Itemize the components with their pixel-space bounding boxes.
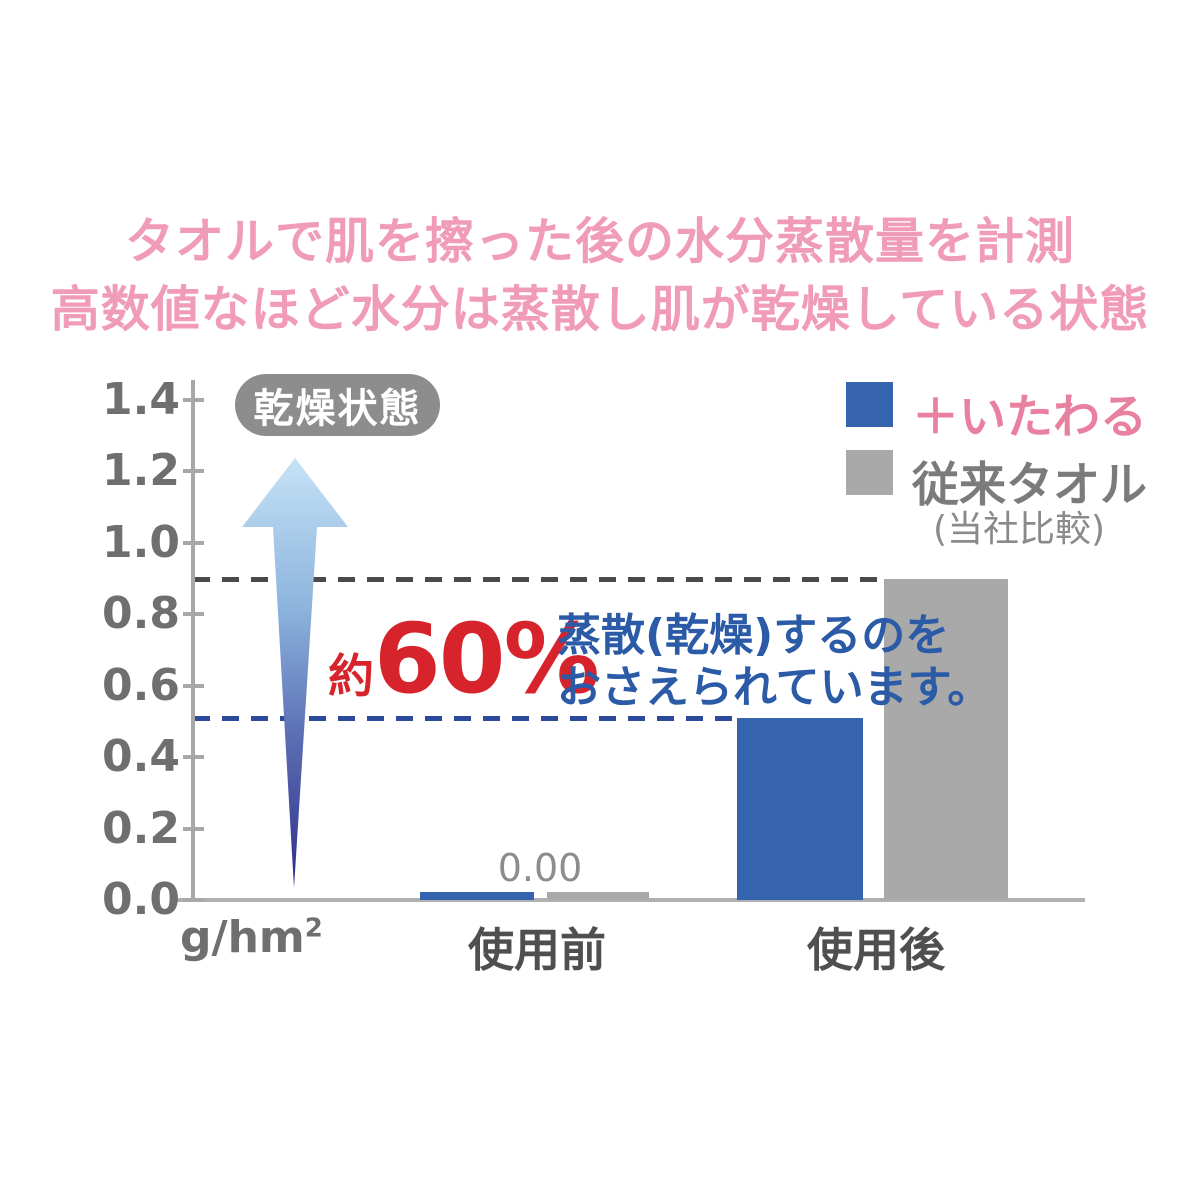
y-tick-label: 1.4: [102, 374, 180, 425]
y-tick-label: 1.0: [102, 517, 180, 568]
axis-unit-superscript: 2: [304, 913, 323, 944]
before-use-value-label: 0.00: [497, 846, 583, 890]
y-axis-tick: [183, 898, 204, 902]
up-arrow-icon: [242, 458, 348, 888]
legend-label-conventional: 従来タオル: [912, 458, 1147, 513]
legend-swatch-conventional: [846, 450, 893, 495]
y-axis-tick: [183, 827, 204, 831]
axis-unit-base: g/hm: [180, 912, 305, 963]
bar-itawaru-after: [737, 718, 863, 900]
y-axis-tick: [183, 541, 204, 545]
x-category-before: 使用前: [468, 923, 606, 977]
legend-note: (当社比較): [933, 509, 1106, 550]
percent-value: 60%: [374, 603, 600, 715]
page-title-line-2: 高数値なほど水分は蒸散し肌が乾燥している状態: [50, 281, 1150, 338]
suppression-note: 蒸散(乾燥)するのを おさえられています。: [557, 610, 991, 714]
legend-label-itawaru: ＋いたわる: [912, 390, 1147, 445]
guide-line-conventional: [193, 577, 884, 582]
y-axis-tick: [183, 755, 204, 759]
guide-line-itawaru: [193, 716, 737, 721]
y-tick-label: 1.2: [102, 445, 180, 496]
axis-unit-label: g/hm2: [180, 912, 323, 963]
y-tick-label: 0.6: [102, 660, 180, 711]
legend-swatch-itawaru: [846, 382, 893, 427]
y-axis-tick: [183, 684, 204, 688]
bar-conventional-after: [884, 579, 1008, 900]
bar-conventional-before: [547, 892, 649, 900]
y-tick-label: 0.8: [102, 588, 180, 639]
y-axis-tick: [183, 469, 204, 473]
x-category-after: 使用後: [807, 923, 945, 977]
percent-annotation: 約 60%: [328, 603, 600, 715]
y-axis-tick: [183, 612, 204, 616]
y-axis-line: [191, 380, 195, 902]
y-axis-tick: [183, 398, 204, 402]
dry-state-badge: 乾燥状態: [235, 374, 440, 436]
suppression-note-line-1: 蒸散(乾燥)するのを: [557, 610, 950, 661]
y-tick-label: 0.4: [102, 731, 180, 782]
y-tick-label: 0.0: [102, 874, 180, 925]
suppression-note-line-2: おさえられています。: [557, 662, 992, 713]
y-tick-label: 0.2: [102, 803, 180, 854]
x-axis-line: [170, 898, 1085, 902]
page-title-line-1: タオルで肌を擦った後の水分蒸散量を計測: [124, 213, 1075, 270]
percent-approx-prefix: 約: [328, 649, 374, 703]
bar-itawaru-before: [420, 892, 534, 900]
